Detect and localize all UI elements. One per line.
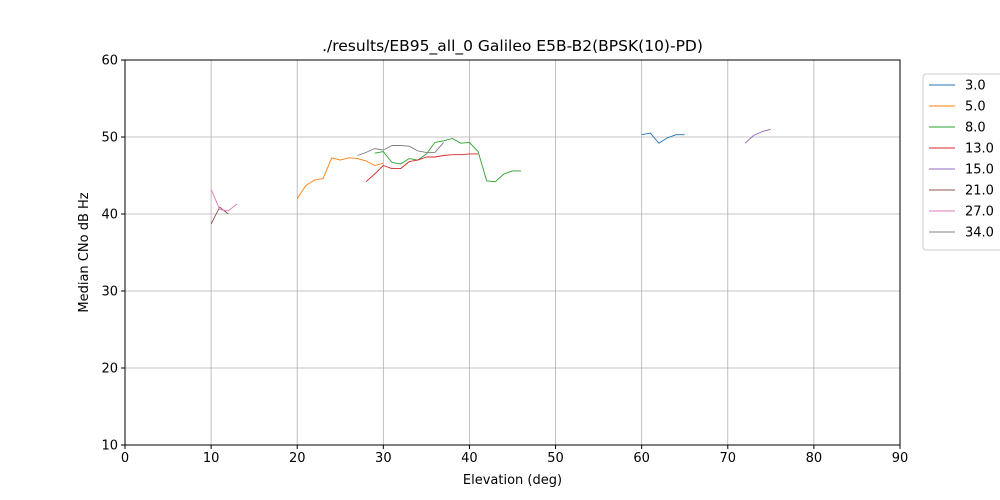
legend-label: 27.0 <box>965 205 994 220</box>
series-line-34-0 <box>357 142 444 156</box>
x-tick-label: 0 <box>121 451 129 466</box>
x-axis-label: Elevation (deg) <box>463 473 562 488</box>
legend-label: 5.0 <box>965 100 986 115</box>
series-line-27-0 <box>210 189 238 212</box>
plot-frame <box>124 59 901 446</box>
y-axis-label: Median CNo dB Hz <box>77 192 92 312</box>
y-tick-label: 40 <box>101 208 118 223</box>
y-tick-label: 50 <box>101 131 118 146</box>
legend-label: 34.0 <box>965 226 994 241</box>
x-tick-label: 60 <box>633 451 650 466</box>
series-layer <box>210 128 771 225</box>
y-tick-label: 60 <box>101 54 118 69</box>
x-tick-label: 10 <box>203 451 220 466</box>
x-tick-label: 90 <box>892 451 909 466</box>
legend-label: 13.0 <box>965 142 994 157</box>
legend-frame <box>922 73 1000 251</box>
series-line-13-0 <box>365 153 479 183</box>
x-tick-label: 70 <box>720 451 737 466</box>
x-tick-label: 40 <box>461 451 478 466</box>
x-tick-label: 50 <box>547 451 564 466</box>
y-tick-label: 10 <box>101 439 118 454</box>
x-tick-label: 20 <box>289 451 306 466</box>
grid-lines <box>124 59 901 446</box>
series-line-15-0 <box>744 128 771 144</box>
series-line-5-0 <box>296 157 384 199</box>
legend-label: 3.0 <box>965 79 986 94</box>
y-axis: 10 20 30 40 50 60 <box>101 54 125 454</box>
x-tick-label: 30 <box>375 451 392 466</box>
legend-label: 8.0 <box>965 121 986 136</box>
chart-title: ./results/EB95_all_0 Galileo E5B-B2(BPSK… <box>322 37 703 56</box>
x-axis: 0 10 20 30 40 50 60 70 80 90 <box>121 445 908 466</box>
series-line-8-0 <box>374 138 522 183</box>
y-tick-label: 20 <box>101 362 118 377</box>
y-tick-label: 30 <box>101 285 118 300</box>
series-line-21-0 <box>210 206 229 225</box>
series-line-3-0 <box>641 132 685 144</box>
x-tick-label: 80 <box>806 451 823 466</box>
legend-label: 15.0 <box>965 163 994 178</box>
legend: 3.0 5.0 8.0 13.0 15.0 21.0 27.0 34.0 <box>922 73 1000 251</box>
legend-label: 21.0 <box>965 184 994 199</box>
